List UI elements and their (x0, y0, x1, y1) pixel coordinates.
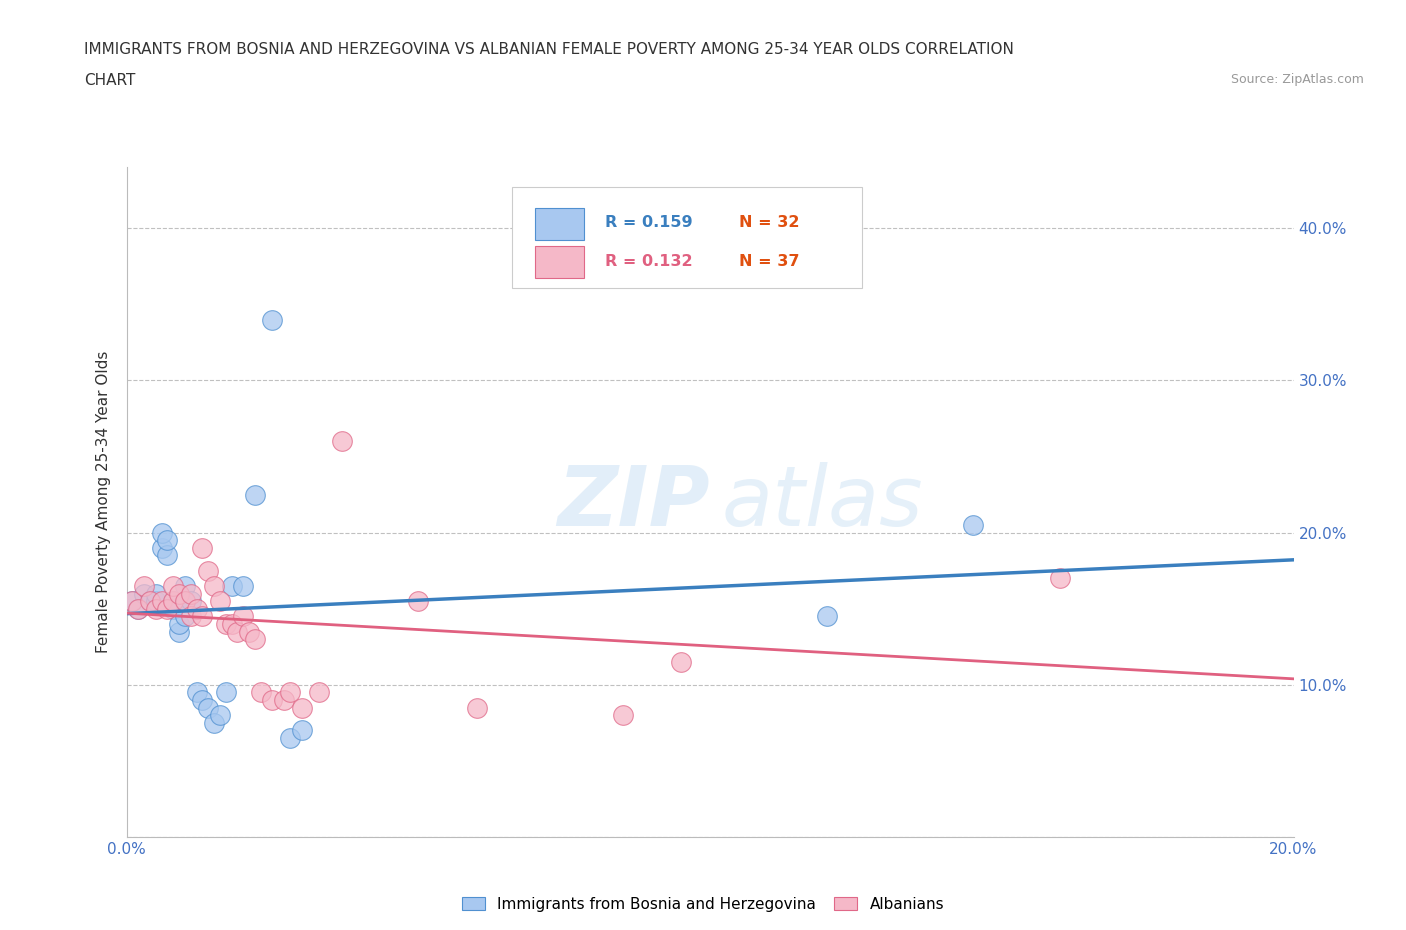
Point (167, 586, 190, 601)
Point (180, 586, 202, 601)
Point (215, 685, 238, 700)
Point (150, 540, 173, 555)
Point (290, 723, 312, 737)
Point (174, 593, 197, 608)
Point (121, 593, 143, 608)
Point (145, 602, 167, 617)
Point (150, 593, 173, 608)
Point (174, 578, 197, 593)
Point (162, 593, 184, 608)
Text: Source: ZipAtlas.com: Source: ZipAtlas.com (1230, 73, 1364, 86)
Point (408, 593, 430, 608)
Text: atlas: atlas (721, 461, 924, 543)
Point (139, 593, 162, 608)
Point (145, 586, 167, 601)
Point (191, 693, 214, 708)
Text: R = 0.132: R = 0.132 (605, 254, 693, 269)
FancyBboxPatch shape (536, 207, 583, 240)
Point (465, 700, 488, 715)
Legend: Immigrants from Bosnia and Herzegovina, Albanians: Immigrants from Bosnia and Herzegovina, … (456, 890, 950, 918)
Point (174, 609, 197, 624)
Y-axis label: Female Poverty Among 25-34 Year Olds: Female Poverty Among 25-34 Year Olds (96, 351, 111, 654)
Point (127, 602, 149, 617)
Point (197, 564, 219, 578)
Point (208, 708, 231, 723)
Point (132, 578, 155, 593)
Point (238, 624, 260, 639)
Text: CHART: CHART (84, 73, 136, 87)
Point (273, 693, 295, 708)
Point (290, 700, 312, 715)
Point (815, 609, 838, 624)
Point (208, 593, 231, 608)
Point (167, 617, 190, 631)
Point (243, 631, 266, 646)
Point (669, 655, 692, 670)
Point (221, 578, 243, 593)
Point (127, 602, 149, 617)
Point (167, 624, 190, 639)
Point (186, 602, 208, 617)
Point (215, 617, 238, 631)
Point (191, 609, 214, 624)
FancyBboxPatch shape (536, 246, 583, 278)
Point (308, 685, 330, 700)
Point (174, 593, 197, 608)
Point (186, 685, 208, 700)
FancyBboxPatch shape (512, 188, 862, 288)
Point (612, 708, 634, 723)
Point (332, 434, 354, 449)
Point (232, 578, 254, 593)
Point (243, 487, 266, 502)
Point (202, 715, 225, 730)
Point (162, 602, 184, 617)
Point (156, 533, 179, 548)
Text: N = 32: N = 32 (740, 216, 800, 231)
Point (162, 593, 184, 608)
Point (156, 602, 179, 617)
Point (150, 525, 173, 540)
Point (145, 593, 167, 608)
Point (232, 609, 254, 624)
Text: N = 37: N = 37 (740, 254, 800, 269)
Point (191, 540, 214, 555)
Point (156, 548, 179, 563)
Text: ZIP: ZIP (557, 461, 710, 543)
Point (197, 700, 219, 715)
Point (1049, 571, 1071, 586)
Point (180, 609, 202, 624)
Point (139, 593, 162, 608)
Point (180, 593, 202, 608)
Point (262, 693, 284, 708)
Point (221, 617, 243, 631)
Point (132, 586, 155, 601)
Point (162, 578, 184, 593)
Point (962, 518, 984, 533)
Point (226, 624, 249, 639)
Point (121, 593, 143, 608)
Point (262, 312, 284, 327)
Point (202, 578, 225, 593)
Point (278, 731, 301, 746)
Point (249, 685, 271, 700)
Text: IMMIGRANTS FROM BOSNIA AND HERZEGOVINA VS ALBANIAN FEMALE POVERTY AMONG 25-34 YE: IMMIGRANTS FROM BOSNIA AND HERZEGOVINA V… (84, 42, 1014, 57)
Text: R = 0.159: R = 0.159 (605, 216, 693, 231)
Point (278, 685, 301, 700)
